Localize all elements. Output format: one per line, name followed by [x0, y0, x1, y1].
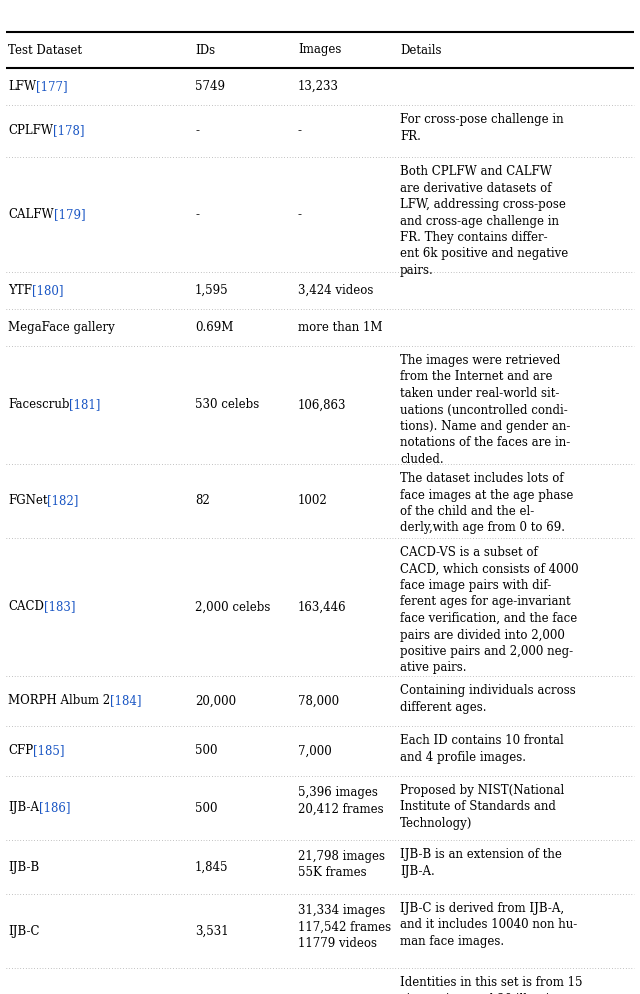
Text: -: - — [195, 208, 199, 221]
Text: CFP: CFP — [8, 745, 33, 757]
Text: 1002: 1002 — [298, 494, 328, 508]
Text: 5,396 images
20,412 frames: 5,396 images 20,412 frames — [298, 786, 383, 815]
Text: 5749: 5749 — [195, 80, 225, 93]
Text: Details: Details — [400, 44, 442, 57]
Text: [180]: [180] — [32, 284, 63, 297]
Text: 530 celebs: 530 celebs — [195, 399, 259, 412]
Text: Test Dataset: Test Dataset — [8, 44, 82, 57]
Text: [181]: [181] — [70, 399, 101, 412]
Text: 7,000: 7,000 — [298, 745, 332, 757]
Text: 21,798 images
55K frames: 21,798 images 55K frames — [298, 850, 385, 880]
Text: 3,531: 3,531 — [195, 924, 228, 937]
Text: For cross-pose challenge in
FR.: For cross-pose challenge in FR. — [400, 113, 564, 142]
Text: 500: 500 — [195, 745, 218, 757]
Text: [179]: [179] — [54, 208, 85, 221]
Text: Proposed by NIST(National
Institute of Standards and
Technology): Proposed by NIST(National Institute of S… — [400, 784, 564, 830]
Text: 106,863: 106,863 — [298, 399, 346, 412]
Text: 13,233: 13,233 — [298, 80, 339, 93]
Text: Each ID contains 10 frontal
and 4 profile images.: Each ID contains 10 frontal and 4 profil… — [400, 734, 564, 763]
Text: 0.69M: 0.69M — [195, 321, 234, 334]
Text: The images were retrieved
from the Internet and are
taken under real-world sit-
: The images were retrieved from the Inter… — [400, 354, 570, 466]
Text: The dataset includes lots of
face images at the age phase
of the child and the e: The dataset includes lots of face images… — [400, 472, 573, 535]
Text: [183]: [183] — [44, 600, 76, 613]
Text: -: - — [298, 124, 302, 137]
Text: Facescrub: Facescrub — [8, 399, 70, 412]
Text: 31,334 images
117,542 frames
11779 videos: 31,334 images 117,542 frames 11779 video… — [298, 904, 391, 950]
Text: [182]: [182] — [47, 494, 79, 508]
Text: IJB-A: IJB-A — [8, 801, 39, 814]
Text: MORPH Album 2: MORPH Album 2 — [8, 695, 110, 708]
Text: [177]: [177] — [36, 80, 68, 93]
Text: CPLFW: CPLFW — [8, 124, 53, 137]
Text: Images: Images — [298, 44, 341, 57]
Text: [184]: [184] — [110, 695, 141, 708]
Text: Both CPLFW and CALFW
are derivative datasets of
LFW, addressing cross-pose
and c: Both CPLFW and CALFW are derivative data… — [400, 165, 568, 277]
Text: -: - — [298, 208, 302, 221]
Text: [186]: [186] — [39, 801, 70, 814]
Text: 78,000: 78,000 — [298, 695, 339, 708]
Text: 82: 82 — [195, 494, 210, 508]
Text: 500: 500 — [195, 801, 218, 814]
Text: Containing individuals across
different ages.: Containing individuals across different … — [400, 684, 576, 714]
Text: IJB-C: IJB-C — [8, 924, 40, 937]
Text: LFW: LFW — [8, 80, 36, 93]
Text: [185]: [185] — [33, 745, 65, 757]
Text: 1,845: 1,845 — [195, 861, 228, 874]
Text: 20,000: 20,000 — [195, 695, 236, 708]
Text: FGNet: FGNet — [8, 494, 47, 508]
Text: IJB-B: IJB-B — [8, 861, 39, 874]
Text: MegaFace gallery: MegaFace gallery — [8, 321, 115, 334]
Text: -: - — [195, 124, 199, 137]
Text: CALFW: CALFW — [8, 208, 54, 221]
Text: IJB-C is derived from IJB-A,
and it includes 10040 non hu-
man face images.: IJB-C is derived from IJB-A, and it incl… — [400, 902, 577, 948]
Text: IJB-B is an extension of the
IJB-A.: IJB-B is an extension of the IJB-A. — [400, 848, 562, 878]
Text: Identities in this set is from 15
view points and 20 illumina-
tion conditions f: Identities in this set is from 15 view p… — [400, 976, 582, 994]
Text: CACD: CACD — [8, 600, 44, 613]
Text: 1,595: 1,595 — [195, 284, 228, 297]
Text: YTF: YTF — [8, 284, 32, 297]
Text: 3,424 videos: 3,424 videos — [298, 284, 373, 297]
Text: 2,000 celebs: 2,000 celebs — [195, 600, 270, 613]
Text: more than 1M: more than 1M — [298, 321, 383, 334]
Text: CACD-VS is a subset of
CACD, which consists of 4000
face image pairs with dif-
f: CACD-VS is a subset of CACD, which consi… — [400, 546, 579, 675]
Text: [178]: [178] — [53, 124, 84, 137]
Text: IDs: IDs — [195, 44, 215, 57]
Text: 163,446: 163,446 — [298, 600, 347, 613]
